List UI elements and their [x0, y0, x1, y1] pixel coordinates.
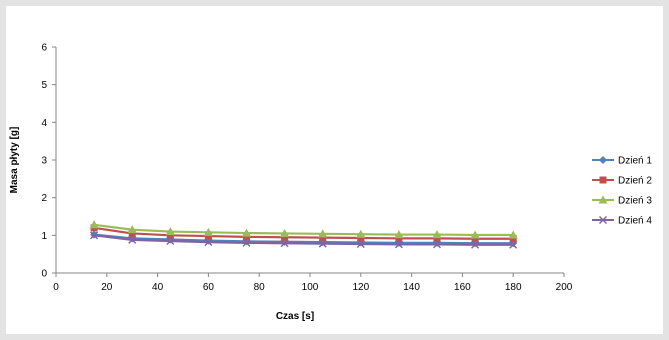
x-marker-stroke — [280, 239, 289, 248]
data-point — [89, 220, 99, 229]
legend-label: Dzień 2 — [618, 176, 652, 187]
data-point — [242, 228, 251, 237]
x-tick-label: 100 — [302, 282, 319, 293]
y-axis-ticks: 0 1 2 3 4 5 6 — [41, 43, 56, 280]
legend-item: Dzień 1 — [592, 156, 652, 167]
y-tick-label: 2 — [41, 193, 47, 204]
y-tick-label: 0 — [41, 269, 47, 280]
series-3 — [89, 220, 518, 239]
data-point — [243, 233, 250, 241]
data-point — [166, 236, 175, 246]
legend-marker — [599, 156, 607, 164]
series-line — [93, 233, 514, 245]
legend: Dzień 1 Dzień 2 Dzień 3 Dzień 4 — [592, 156, 652, 227]
data-point — [165, 227, 175, 236]
x-marker-stroke — [432, 240, 442, 249]
data-point — [203, 227, 213, 236]
data-point — [318, 229, 328, 238]
x-tick-label: 140 — [403, 282, 420, 293]
data-point — [357, 234, 365, 242]
data-point — [128, 235, 137, 244]
x-tick-label: 80 — [254, 282, 266, 293]
x-marker-stroke — [394, 240, 403, 249]
data-point — [280, 239, 289, 248]
x-marker-stroke — [509, 240, 518, 249]
data-point — [128, 229, 136, 237]
y-axis-title: Masa płyty [g] — [9, 127, 20, 194]
legend-item: Dzień 2 — [592, 176, 652, 187]
x-tick-label: 200 — [556, 282, 573, 293]
x-marker-stroke — [204, 238, 213, 247]
x-marker-stroke — [471, 240, 480, 249]
data-point — [432, 230, 442, 239]
data-point — [433, 234, 441, 242]
series-line — [93, 234, 514, 246]
x-marker-stroke — [90, 231, 99, 240]
y-tick-label: 3 — [41, 156, 47, 167]
y-tick-label: 1 — [41, 231, 47, 242]
data-point — [281, 233, 289, 241]
data-point — [394, 240, 403, 249]
x-marker-stroke — [128, 235, 137, 244]
x-marker-stroke — [598, 215, 608, 225]
y-tick-label: 5 — [41, 80, 47, 91]
series-line — [93, 226, 514, 240]
x-tick-label: 40 — [152, 282, 164, 293]
data-point — [471, 240, 480, 249]
data-point — [356, 239, 365, 249]
data-point — [280, 228, 290, 237]
x-tick-label: 60 — [203, 282, 215, 293]
data-point — [356, 229, 366, 238]
data-point — [90, 231, 99, 240]
legend-marker — [598, 215, 608, 225]
data-point — [509, 240, 518, 249]
legend-label: Dzień 1 — [618, 156, 652, 167]
data-point — [509, 235, 517, 243]
x-marker-stroke — [356, 239, 365, 249]
y-tick-label: 4 — [41, 118, 47, 129]
x-tick-label: 160 — [454, 282, 471, 293]
y-tick-label: 6 — [41, 43, 47, 54]
legend-item: Dzień 3 — [592, 195, 652, 207]
data-point — [127, 225, 137, 234]
x-marker-stroke — [166, 236, 175, 246]
data-point — [166, 231, 174, 239]
legend-marker — [598, 195, 608, 204]
x-tick-label: 20 — [101, 282, 113, 293]
x-tick-label: 120 — [352, 282, 369, 293]
x-tick-label: 0 — [53, 282, 59, 293]
data-point — [242, 238, 251, 247]
data-point — [318, 239, 327, 248]
series-layer — [89, 220, 518, 249]
data-point — [204, 232, 212, 240]
legend-label: Dzień 3 — [618, 196, 652, 207]
x-tick-label: 180 — [505, 282, 522, 293]
data-point — [204, 238, 213, 247]
data-point — [470, 230, 480, 239]
x-marker-stroke — [318, 239, 327, 248]
x-marker-stroke — [242, 238, 251, 247]
data-point — [432, 240, 442, 249]
data-point — [319, 234, 327, 242]
data-point — [508, 230, 518, 239]
series-line — [93, 223, 514, 237]
series-4 — [90, 231, 518, 249]
data-point — [394, 230, 404, 239]
legend-label: Dzień 4 — [618, 216, 652, 227]
chart-area: 0 1 2 3 4 5 6 0 20 40 60 80 100 120 140 160 180 200 Masa… — [6, 6, 663, 334]
line-chart: 0 1 2 3 4 5 6 0 20 40 60 80 100 120 140 160 180 200 Masa… — [9, 43, 652, 323]
legend-marker — [599, 176, 607, 184]
data-point — [395, 234, 403, 242]
x-axis-title: Czas [s] — [276, 311, 314, 322]
legend-item: Dzień 4 — [592, 216, 652, 227]
x-axis-ticks: 0 20 40 60 80 100 120 140 160 180 200 — [53, 273, 573, 293]
data-point — [471, 235, 479, 243]
